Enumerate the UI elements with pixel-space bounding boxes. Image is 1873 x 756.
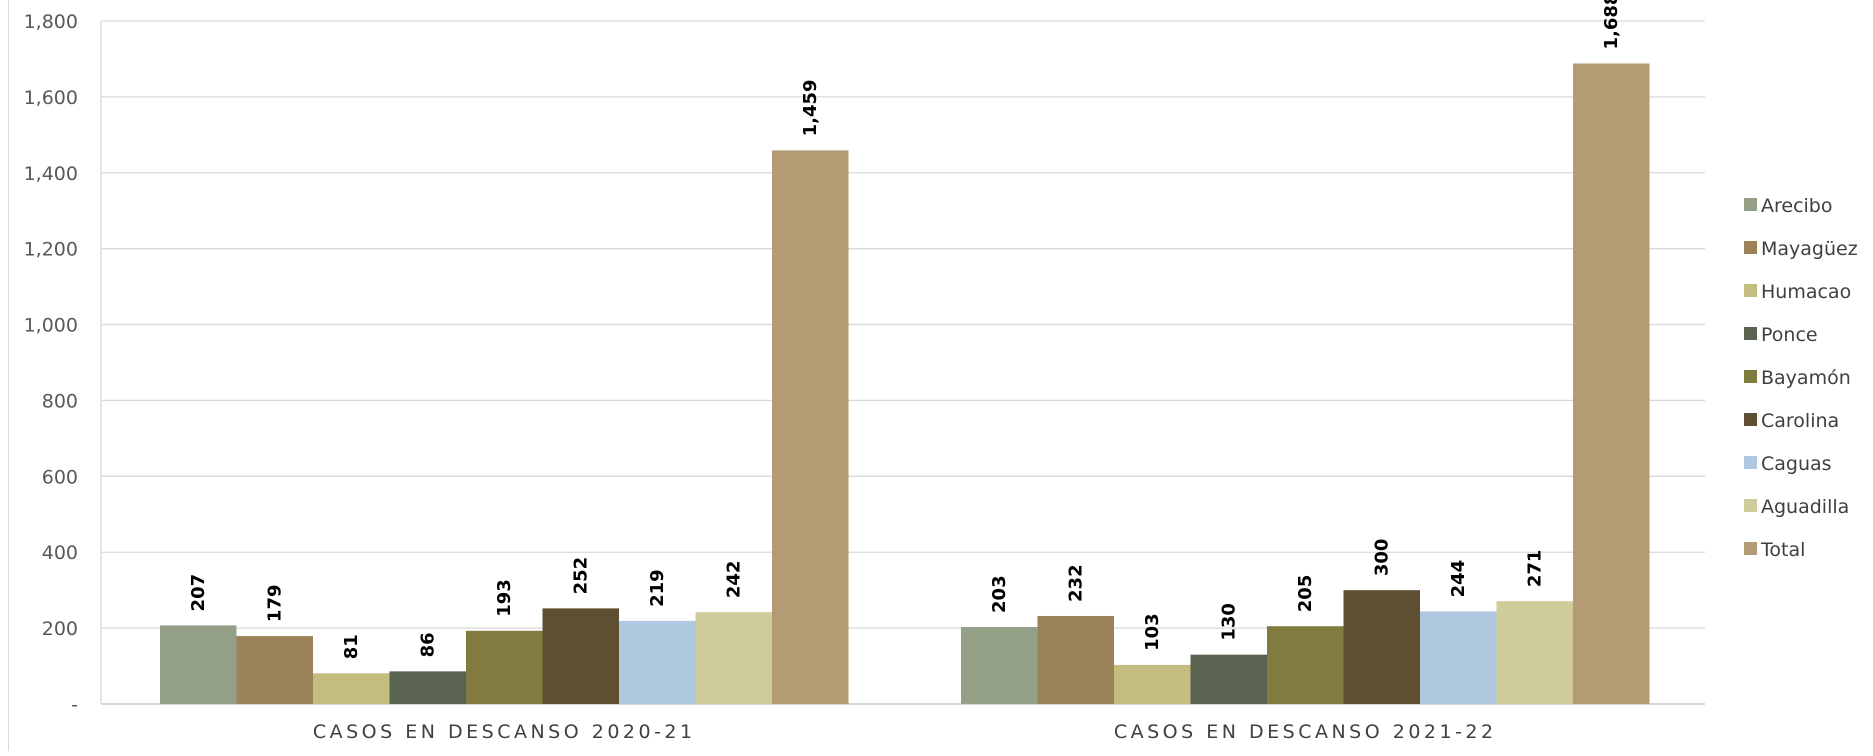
data-label: 252	[571, 557, 592, 595]
x-category-label: CASOS EN DESCANSO 2020-21	[313, 721, 696, 743]
bar-arecibo	[160, 625, 237, 704]
legend-label: Ponce	[1761, 324, 1818, 346]
legend-label: Total	[1760, 539, 1805, 561]
x-category-label: CASOS EN DESCANSO 2021-22	[1114, 721, 1497, 743]
legend-swatch	[1744, 499, 1757, 512]
y-tick-label: 600	[42, 466, 78, 488]
legend-swatch	[1744, 456, 1757, 469]
bar-aguadilla	[1496, 601, 1573, 704]
bar-carolina	[1343, 590, 1420, 704]
y-tick-label: 1,600	[24, 87, 78, 109]
bar-total	[772, 150, 849, 704]
chart-border	[8, 0, 9, 751]
bar-aguadilla	[695, 612, 772, 704]
legend-label: Bayamón	[1761, 367, 1851, 389]
legend-swatch	[1744, 241, 1757, 254]
data-label: 86	[418, 632, 439, 657]
bar-ponce	[1190, 654, 1267, 704]
legend-label: Caguas	[1761, 453, 1832, 475]
y-tick-label: 400	[42, 542, 78, 564]
legend-label: Aguadilla	[1761, 496, 1849, 518]
data-label: 130	[1219, 603, 1240, 641]
legend-swatch	[1744, 413, 1757, 426]
y-tick-label: 1,400	[24, 163, 78, 185]
data-label: 244	[1448, 560, 1469, 598]
legend-swatch	[1744, 327, 1757, 340]
legend-label: Mayagüez	[1761, 238, 1858, 260]
data-label: 207	[188, 574, 209, 612]
data-label: 232	[1066, 564, 1087, 602]
bar-carolina	[542, 608, 619, 704]
data-label: 179	[265, 585, 286, 623]
data-label: 203	[989, 575, 1010, 613]
y-tick-label: 1,200	[24, 239, 78, 261]
legend-label: Humacao	[1761, 281, 1851, 303]
bar-caguas	[1420, 611, 1497, 704]
bar-mayagüez	[1037, 615, 1114, 704]
y-tick-label: 1,800	[24, 11, 78, 33]
data-label: 103	[1142, 613, 1163, 651]
data-label: 193	[494, 579, 515, 617]
bar-humacao	[1114, 664, 1191, 704]
y-tick-label: -	[71, 694, 78, 716]
y-tick-label: 200	[42, 618, 78, 640]
data-label: 1,688	[1601, 0, 1622, 49]
y-tick-label: 1,000	[24, 315, 78, 337]
legend-swatch	[1744, 370, 1757, 383]
bar-total	[1573, 63, 1650, 704]
y-tick-label: 800	[42, 390, 78, 412]
legend-swatch	[1744, 542, 1757, 555]
bar-mayagüez	[236, 636, 313, 704]
legend-label: Arecibo	[1761, 195, 1833, 217]
data-label: 1,459	[800, 79, 821, 136]
legend-swatch	[1744, 198, 1757, 211]
bar-humacao	[313, 673, 390, 704]
legend-label: Carolina	[1761, 410, 1839, 432]
data-label: 219	[647, 569, 668, 607]
data-label: 271	[1525, 550, 1546, 588]
bar-ponce	[389, 671, 466, 704]
bar-bayamón	[1267, 626, 1344, 704]
data-label: 242	[724, 561, 745, 599]
bar-bayamón	[466, 630, 543, 704]
data-label: 300	[1372, 539, 1393, 577]
data-label: 205	[1295, 575, 1316, 613]
legend-swatch	[1744, 284, 1757, 297]
bar-caguas	[619, 620, 696, 704]
bar-arecibo	[961, 626, 1038, 704]
data-label: 81	[341, 634, 362, 659]
